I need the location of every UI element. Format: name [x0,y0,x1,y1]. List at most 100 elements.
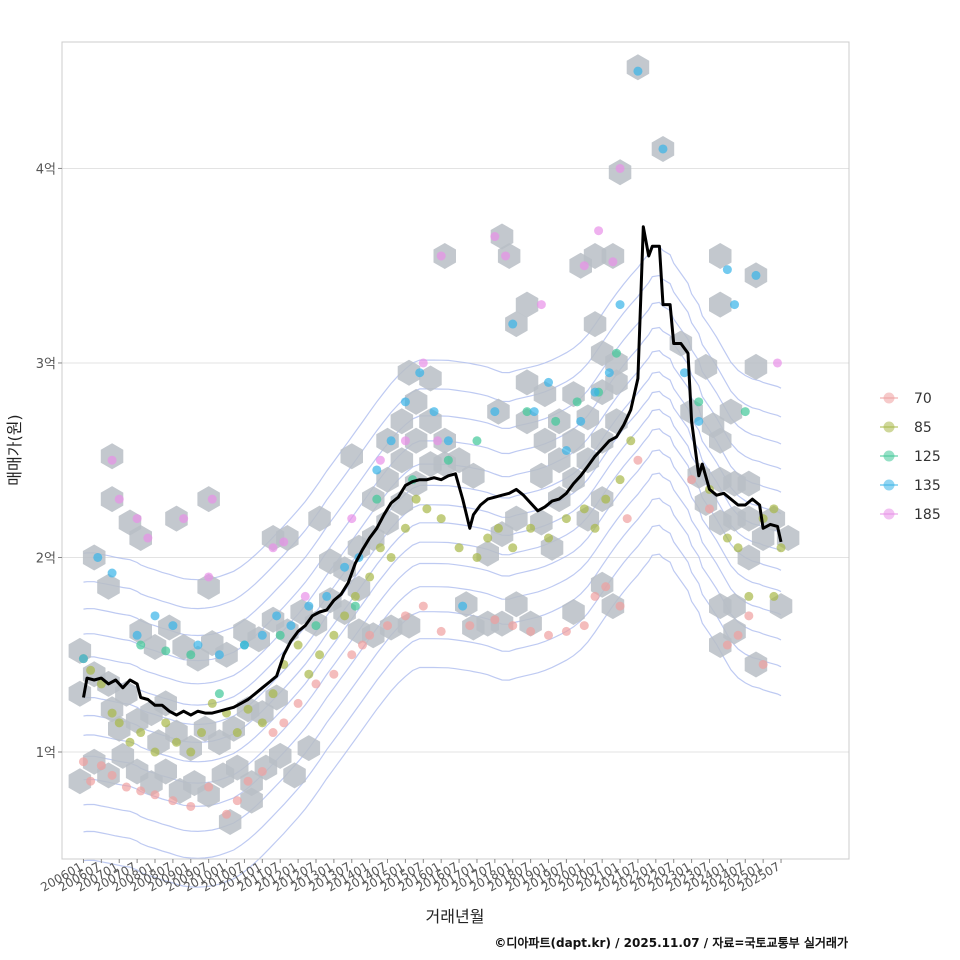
point-70-35 [615,601,625,611]
point-185-14 [433,436,443,446]
hex-bin-164 [744,651,768,678]
hex-bin-30 [226,754,249,781]
point-70-9 [204,782,214,792]
hex-bin-28 [197,781,220,808]
hex-bin-92 [447,447,471,474]
point-125-1 [161,646,171,656]
x-axis-title: 거래년월 [426,907,485,926]
point-70-34 [601,582,611,592]
hex-bin-113 [533,381,557,408]
y-axis-title: 매매가(원) [5,414,24,485]
hex-bin-80 [404,427,428,454]
point-135-5 [168,621,178,631]
point-125-12 [522,407,532,417]
hex-bin-37 [240,787,263,814]
point-70-30 [544,630,554,640]
hex-bin-96 [476,540,499,567]
point-70-24 [418,601,428,611]
point-125-0 [136,640,146,650]
point-70-41 [733,630,743,640]
point-125-7 [350,601,360,611]
point-85-41 [590,523,600,533]
trend-line [82,225,783,717]
density-contour-5 [83,428,782,763]
hex-bin-159 [737,470,761,497]
point-185-8 [279,537,289,547]
point-125-10 [443,455,453,465]
hex-bin-84 [419,365,442,392]
hex-bin-52 [97,573,120,600]
hex-bin-165 [751,525,775,551]
hex-bin-126 [583,243,607,269]
hex-bin-25 [154,758,177,785]
point-70-18 [329,669,339,679]
point-70-10 [222,809,232,819]
point-70-8 [186,801,196,811]
point-70-23 [400,611,410,621]
point-70-1 [86,776,96,786]
point-85-12 [207,698,217,708]
hex-bin-160 [737,505,761,532]
point-185-18 [536,300,546,310]
point-185-21 [608,257,618,267]
point-70-2 [96,761,106,771]
y-tick-label-3: 4억 [36,162,56,177]
y-tick-label-2: 3억 [36,357,56,372]
hex-bin-62 [308,505,331,532]
hex-bin-74 [376,466,399,493]
point-185-10 [347,514,357,524]
density-contour-11 [83,301,782,637]
hex-bin-9 [154,690,177,717]
point-85-31 [436,514,446,524]
point-135-8 [239,640,249,650]
point-70-6 [150,790,160,800]
hex-bin-109 [519,610,542,637]
point-70-16 [293,698,303,708]
point-185-16 [490,232,500,242]
point-85-46 [722,533,732,543]
hex-bin-17 [251,700,274,727]
point-85-51 [776,543,786,553]
hex-bin-56 [129,525,152,551]
legend-key-dot-0 [883,392,895,404]
point-135-2 [107,568,117,578]
hex-bin-154 [719,398,743,425]
legend-label-4: 185 [914,507,941,523]
legend-label-1: 85 [914,420,932,436]
point-85-43 [615,475,625,485]
point-135-4 [150,611,160,621]
point-85-52 [769,591,779,601]
point-185-2 [132,514,142,524]
hex-bin-133 [601,593,625,620]
point-185-19 [579,261,589,271]
point-85-36 [508,543,518,553]
point-135-19 [415,368,425,378]
point-85-9 [171,737,181,747]
point-70-31 [561,626,571,636]
hex-bin-19 [68,768,92,795]
point-70-21 [365,630,375,640]
point-185-13 [418,358,428,368]
hex-bin-34 [283,762,306,789]
point-135-34 [679,368,689,378]
hex-bin-150 [709,243,732,269]
point-135-27 [561,446,571,455]
hex-bin-124 [576,447,600,474]
point-85-39 [561,514,571,524]
point-70-25 [436,626,446,636]
point-70-33 [590,591,600,601]
point-85-25 [365,572,375,582]
hex-bin-147 [709,427,732,454]
point-135-18 [400,397,410,407]
point-85-17 [268,689,278,699]
point-135-37 [730,300,740,310]
density-contour-2 [83,497,782,833]
point-70-13 [257,766,267,776]
hex-bin-6 [108,715,131,742]
legend: 70 85 125 135 185 [880,391,941,523]
point-85-33 [472,552,482,562]
point-85-28 [400,523,410,533]
hex-bin-134 [601,243,625,269]
point-135-21 [443,436,453,446]
